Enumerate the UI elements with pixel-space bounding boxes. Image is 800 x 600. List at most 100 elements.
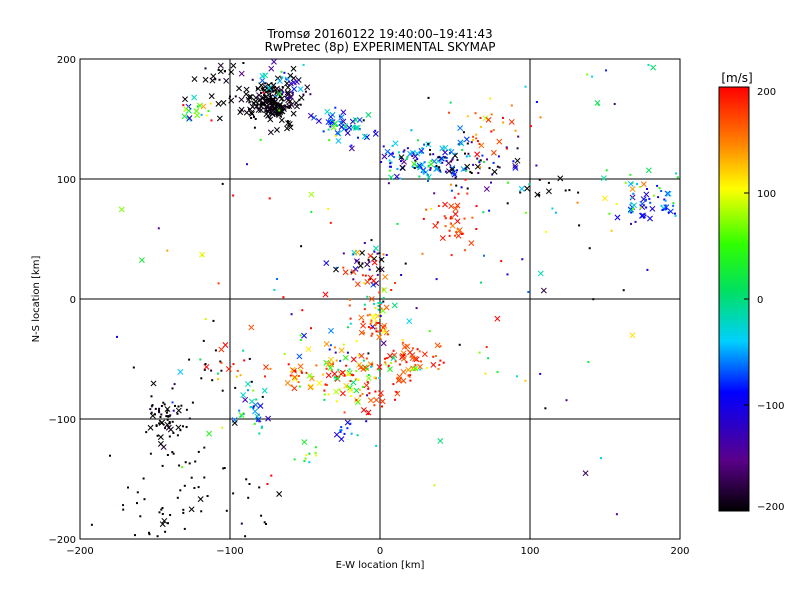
data-point-dot bbox=[544, 407, 547, 410]
data-point-dot bbox=[281, 86, 284, 88]
data-point-dot bbox=[164, 530, 167, 533]
data-point-x-marker bbox=[220, 99, 227, 106]
data-point-x-marker bbox=[496, 138, 503, 145]
data-point-dot bbox=[521, 258, 524, 261]
data-point-dot bbox=[435, 165, 438, 167]
data-point-x-marker bbox=[456, 227, 463, 234]
data-point-dot bbox=[375, 327, 378, 330]
data-point-dot bbox=[448, 234, 451, 237]
colorbar-tick-1: −100 bbox=[757, 401, 784, 412]
data-point-x-marker bbox=[372, 130, 379, 137]
data-point-dot bbox=[490, 181, 492, 184]
data-point-x-marker bbox=[454, 218, 461, 225]
data-point-x-marker bbox=[557, 175, 564, 182]
data-point-dot bbox=[411, 155, 414, 157]
data-point-dot bbox=[303, 460, 306, 462]
data-point-x-marker bbox=[514, 157, 521, 164]
data-point-dot bbox=[308, 461, 311, 464]
data-point-dot bbox=[314, 451, 317, 454]
data-point-dot bbox=[455, 184, 458, 187]
data-point-dot bbox=[451, 168, 454, 171]
data-point-x-marker bbox=[432, 222, 439, 229]
data-point-x-marker bbox=[328, 356, 335, 363]
data-point-dot bbox=[142, 477, 145, 480]
data-point-dot bbox=[429, 167, 432, 169]
data-point-dot bbox=[411, 347, 414, 350]
data-point-x-marker bbox=[390, 355, 397, 362]
data-point-dot bbox=[477, 172, 480, 174]
data-point-dot bbox=[658, 187, 661, 190]
data-point-dot bbox=[122, 508, 125, 511]
data-point-dot bbox=[387, 364, 390, 367]
data-point-x-marker bbox=[259, 77, 266, 84]
data-point-dot bbox=[385, 363, 387, 366]
data-point-dot bbox=[648, 197, 651, 200]
data-point-dot bbox=[451, 172, 454, 175]
data-point-dot bbox=[355, 340, 358, 343]
data-point-dot bbox=[449, 148, 452, 151]
data-point-dot bbox=[151, 404, 154, 407]
data-point-dot bbox=[265, 523, 267, 525]
data-point-x-marker bbox=[380, 324, 387, 331]
data-point-dot bbox=[400, 157, 403, 159]
data-point-dot bbox=[630, 197, 633, 199]
data-point-dot bbox=[171, 401, 174, 404]
data-point-dot bbox=[163, 403, 166, 406]
data-point-dot bbox=[212, 319, 215, 322]
data-point-x-marker bbox=[210, 73, 217, 80]
data-point-x-marker bbox=[508, 118, 515, 125]
data-point-dot bbox=[339, 115, 341, 118]
data-point-x-marker bbox=[392, 140, 399, 147]
x-axis-label: E-W location [km] bbox=[336, 560, 425, 571]
data-point-x-marker bbox=[425, 174, 432, 181]
data-point-dot bbox=[539, 116, 542, 119]
data-point-dot bbox=[169, 414, 172, 417]
data-point-x-marker bbox=[280, 104, 287, 111]
data-point-dot bbox=[512, 160, 515, 163]
data-point-x-marker bbox=[238, 96, 245, 103]
data-point-x-marker bbox=[338, 114, 345, 121]
data-point-x-marker bbox=[340, 118, 347, 125]
data-point-dot bbox=[568, 189, 571, 192]
data-point-dot bbox=[122, 504, 124, 507]
data-point-dot bbox=[397, 151, 400, 154]
data-point-x-marker bbox=[380, 340, 387, 347]
y-tick-label-0: −200 bbox=[49, 535, 76, 546]
data-point-x-marker bbox=[305, 346, 312, 353]
data-point-dot bbox=[610, 229, 613, 232]
data-point-dot bbox=[496, 371, 499, 373]
data-point-dot bbox=[415, 367, 418, 370]
data-point-dot bbox=[367, 374, 370, 376]
data-point-x-marker bbox=[215, 100, 222, 107]
data-point-dot bbox=[253, 422, 256, 425]
data-point-dot bbox=[162, 401, 165, 404]
data-point-dot bbox=[158, 409, 160, 412]
data-point-x-marker bbox=[287, 80, 294, 87]
data-point-x-marker bbox=[437, 438, 444, 444]
data-point-dot bbox=[423, 161, 426, 164]
data-point-dot bbox=[188, 417, 191, 420]
data-point-dot bbox=[363, 308, 366, 311]
data-point-dot bbox=[334, 134, 337, 137]
data-point-dot bbox=[164, 427, 166, 430]
data-point-dot bbox=[191, 401, 194, 404]
data-point-dot bbox=[419, 360, 422, 363]
data-point-x-marker bbox=[442, 144, 449, 151]
data-point-dot bbox=[380, 307, 383, 310]
data-point-dot bbox=[176, 434, 179, 437]
data-point-dot bbox=[136, 491, 139, 494]
data-point-dot bbox=[430, 207, 433, 210]
data-point-x-marker bbox=[339, 390, 346, 397]
data-point-dot bbox=[285, 77, 288, 80]
data-point-dot bbox=[472, 163, 475, 166]
data-point-dot bbox=[429, 168, 432, 171]
data-point-x-marker bbox=[275, 103, 282, 110]
data-point-dot bbox=[646, 268, 649, 271]
data-point-x-marker bbox=[164, 406, 171, 413]
data-point-x-marker bbox=[614, 214, 621, 221]
data-point-x-marker bbox=[261, 387, 268, 394]
data-point-x-marker bbox=[183, 106, 190, 113]
data-point-x-marker bbox=[287, 72, 294, 79]
data-point-dot bbox=[172, 409, 175, 412]
data-point-x-marker bbox=[537, 270, 544, 277]
